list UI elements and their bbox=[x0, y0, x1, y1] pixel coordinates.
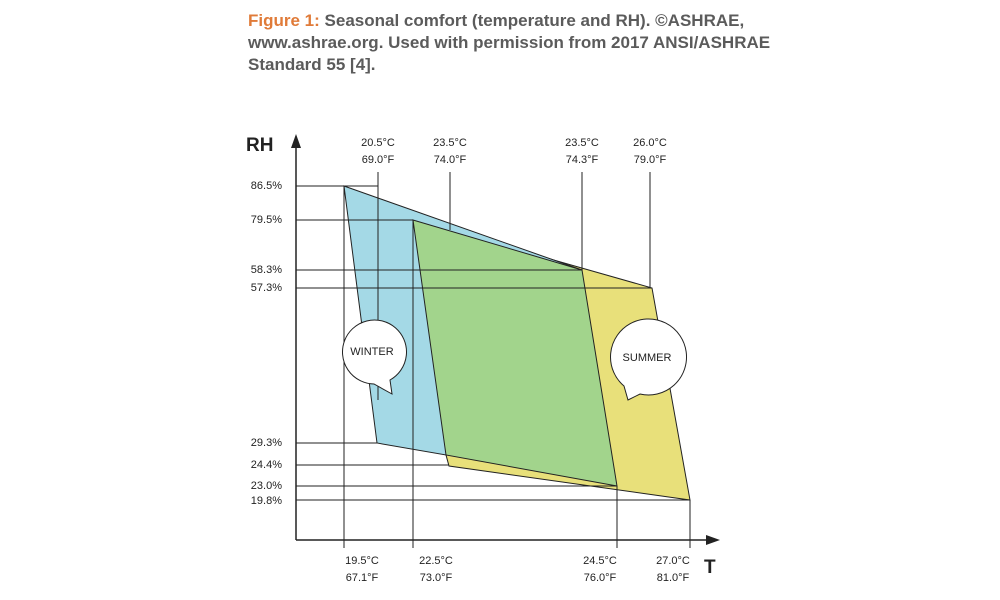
caption: Figure 1: Seasonal comfort (temperature … bbox=[248, 10, 788, 76]
top-fahrenheit: 79.0°F bbox=[634, 154, 667, 166]
top-fahrenheit: 74.0°F bbox=[434, 154, 467, 166]
summer-label: SUMMER bbox=[623, 352, 672, 364]
y-arrow bbox=[291, 134, 301, 148]
rh-label: 29.3% bbox=[251, 437, 282, 449]
top-celsius: 23.5°C bbox=[565, 137, 599, 149]
y-axis-title: RH bbox=[246, 135, 273, 156]
bottom-celsius: 22.5°C bbox=[419, 555, 453, 567]
figure-label: Figure 1: bbox=[248, 11, 320, 30]
rh-label: 57.3% bbox=[251, 282, 282, 294]
bottom-fahrenheit: 76.0°F bbox=[584, 572, 617, 584]
bottom-fahrenheit: 73.0°F bbox=[420, 572, 453, 584]
bottom-celsius: 24.5°C bbox=[583, 555, 617, 567]
x-arrow bbox=[706, 535, 720, 545]
top-fahrenheit: 69.0°F bbox=[362, 154, 395, 166]
bottom-fahrenheit: 81.0°F bbox=[657, 572, 690, 584]
leader-lines bbox=[296, 172, 691, 548]
caption-text: Seasonal comfort (temperature and RH). ©… bbox=[248, 11, 771, 74]
winter-label: WINTER bbox=[350, 346, 393, 358]
x-axis-title: T bbox=[704, 557, 716, 578]
bottom-fahrenheit: 67.1°F bbox=[346, 572, 379, 584]
top-fahrenheit: 74.3°F bbox=[566, 154, 599, 166]
rh-label: 23.0% bbox=[251, 480, 282, 492]
rh-label: 24.4% bbox=[251, 459, 282, 471]
bottom-celsius: 27.0°C bbox=[656, 555, 690, 567]
top-celsius: 23.5°C bbox=[433, 137, 467, 149]
rh-label: 58.3% bbox=[251, 264, 282, 276]
rh-label: 19.8% bbox=[251, 495, 282, 507]
rh-label: 86.5% bbox=[251, 180, 282, 192]
bottom-celsius: 19.5°C bbox=[345, 555, 379, 567]
summer-bubble bbox=[610, 318, 687, 401]
top-celsius: 20.5°C bbox=[361, 137, 395, 149]
top-celsius: 26.0°C bbox=[633, 137, 667, 149]
rh-label: 79.5% bbox=[251, 214, 282, 226]
winter-bubble bbox=[342, 319, 407, 395]
